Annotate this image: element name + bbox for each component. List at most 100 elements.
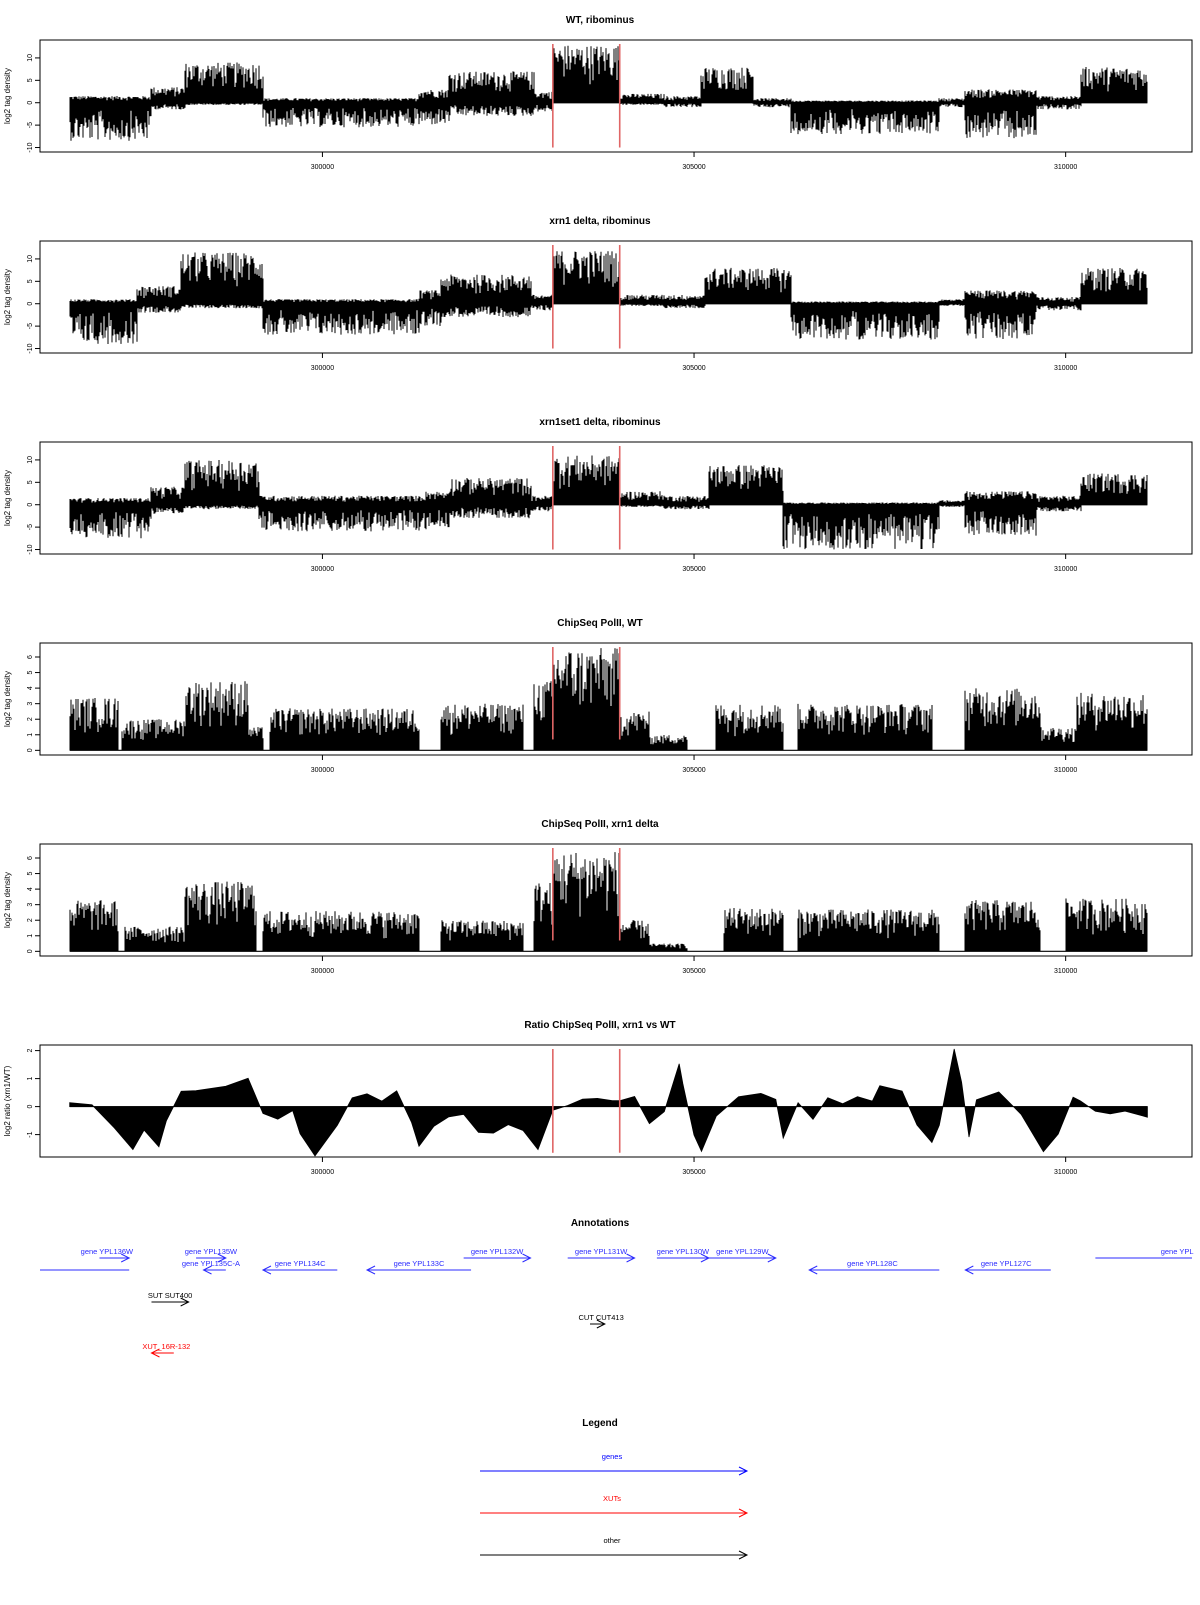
data-segment-10 bbox=[663, 295, 706, 309]
feature-label: SUT SUT400 bbox=[148, 1291, 192, 1300]
panel-3: xrn1set1 delta, ribominus log2 tag densit… bbox=[3, 417, 1193, 573]
y-tick-label: 3 bbox=[27, 903, 34, 907]
y-tick-label: 0 bbox=[27, 101, 34, 105]
x-tick-label: 310000 bbox=[1054, 1169, 1077, 1176]
data-segment-5 bbox=[269, 708, 420, 751]
feature-label: gene YPL130W bbox=[657, 1247, 710, 1256]
y-tick-label: 10 bbox=[27, 54, 34, 62]
arrow-left-icon bbox=[150, 1348, 160, 1358]
feature-label: gene YPL134C bbox=[275, 1259, 326, 1268]
data-segment-1 bbox=[69, 900, 119, 952]
x-tick-label: 310000 bbox=[1054, 566, 1077, 573]
data-segment-13 bbox=[938, 500, 966, 507]
arrow-right-icon bbox=[596, 1319, 606, 1329]
y-axis-label: log2 tag density bbox=[3, 872, 12, 928]
arrow-right-icon bbox=[738, 1550, 749, 1560]
x-tick-label: 310000 bbox=[1054, 968, 1077, 975]
data-segment-2 bbox=[124, 926, 186, 952]
panel-2: xrn1 delta, ribominus log2 tag density -10… bbox=[3, 216, 1193, 372]
data-segment-8 bbox=[552, 251, 621, 304]
panel-title: WT, ribominus bbox=[566, 15, 635, 26]
data-segment-3 bbox=[184, 681, 249, 751]
feature-label: gene YPL135W bbox=[185, 1247, 238, 1256]
data-segment-8 bbox=[552, 648, 621, 751]
data-segment-15 bbox=[938, 98, 966, 108]
panel-title: ChipSeq PolII, WT bbox=[557, 618, 643, 629]
panel-title: ChipSeq PolII, xrn1 delta bbox=[541, 819, 659, 830]
data-segment-2 bbox=[121, 719, 186, 751]
data-segment-5 bbox=[366, 98, 420, 127]
arrow-left-icon bbox=[964, 1265, 974, 1275]
data-segment-13 bbox=[964, 688, 1041, 751]
data-segment-3 bbox=[180, 252, 264, 309]
arrow-left-icon bbox=[202, 1265, 212, 1275]
x-tick-label: 310000 bbox=[1054, 767, 1077, 774]
data-segment-16 bbox=[964, 89, 1037, 139]
y-tick-label: 10 bbox=[27, 456, 34, 464]
feature-label: gene YPL135C-A bbox=[182, 1259, 240, 1268]
data-segment-4 bbox=[258, 495, 427, 532]
legend-panel: Legend genes XUTs other bbox=[480, 1418, 749, 1560]
data-segment-7 bbox=[552, 852, 621, 952]
feature-label: gene YPL133C bbox=[394, 1259, 445, 1268]
data-segment-11 bbox=[797, 909, 940, 952]
data-segment-1 bbox=[69, 498, 152, 539]
data-segment-7 bbox=[530, 495, 554, 512]
panel-1: WT, ribominus log2 tag density -10 -5 0 5 10 30… bbox=[3, 15, 1193, 171]
data-segment-9 bbox=[648, 943, 688, 952]
data-segment-13 bbox=[938, 299, 966, 306]
data-segment-8 bbox=[552, 455, 621, 505]
feature-label: gene YPL129W bbox=[716, 1247, 769, 1256]
annotations-title: Annotations bbox=[571, 1218, 630, 1229]
x-tick-label: 305000 bbox=[682, 968, 705, 975]
arrow-right-icon bbox=[180, 1297, 190, 1307]
y-tick-label: 0 bbox=[27, 748, 34, 752]
y-tick-label: 2 bbox=[27, 717, 34, 721]
data-segment-1 bbox=[69, 299, 138, 344]
x-tick-label: 300000 bbox=[311, 164, 334, 171]
data-segment-11 bbox=[704, 267, 792, 304]
panel-title: xrn1 delta, ribominus bbox=[549, 216, 651, 227]
data-segment-8 bbox=[619, 920, 650, 952]
data-segment-15 bbox=[1035, 297, 1082, 311]
y-tick-label: 1 bbox=[27, 733, 34, 737]
data-segment-3 bbox=[184, 460, 260, 510]
y-tick-label: 6 bbox=[27, 856, 34, 860]
data-segment-2 bbox=[136, 286, 182, 313]
panel-5: ChipSeq PolII, xrn1 delta log2 tag densit… bbox=[3, 819, 1193, 975]
data-segment-14 bbox=[964, 491, 1037, 536]
y-tick-label: 5 bbox=[27, 671, 34, 675]
feature-label: CUT CUT413 bbox=[578, 1313, 623, 1322]
data-segment-3 bbox=[184, 62, 264, 105]
x-tick-label: 300000 bbox=[311, 1169, 334, 1176]
data-segment-4 bbox=[247, 727, 264, 751]
data-segment-6 bbox=[448, 478, 532, 519]
feature-label: gene YPL132W bbox=[471, 1247, 524, 1256]
panel-4: ChipSeq PolII, WT log2 tag density 0 1 2 3 4 5 6… bbox=[3, 618, 1193, 774]
data-segment-13 bbox=[1065, 898, 1148, 952]
data-segment-2 bbox=[150, 87, 186, 110]
data-segment-9 bbox=[552, 45, 621, 103]
data-segment-4 bbox=[262, 98, 368, 128]
panel-6: Ratio ChipSeq PolII, xrn1 vs WT log2 rati… bbox=[3, 1020, 1193, 1176]
data-segment-7 bbox=[448, 71, 535, 116]
data-segment-10 bbox=[663, 496, 710, 510]
data-segment-6 bbox=[440, 274, 532, 318]
y-tick-label: 1 bbox=[27, 934, 34, 938]
arrow-right-icon bbox=[522, 1253, 532, 1263]
arrow-right-icon bbox=[738, 1466, 749, 1476]
legend-item-label: genes bbox=[602, 1452, 623, 1461]
legend-item-label: XUTs bbox=[603, 1494, 621, 1503]
data-segment-1 bbox=[69, 96, 152, 141]
legend-title: Legend bbox=[582, 1418, 618, 1429]
data-segment-12 bbox=[790, 301, 940, 340]
y-tick-label: 0 bbox=[27, 302, 34, 306]
y-tick-label: -5 bbox=[27, 323, 34, 329]
data-segment-16 bbox=[1080, 268, 1148, 304]
data-segment-12 bbox=[797, 703, 933, 751]
arrow-right-icon bbox=[700, 1253, 711, 1263]
x-tick-label: 300000 bbox=[311, 968, 334, 975]
x-tick-label: 305000 bbox=[682, 365, 705, 372]
